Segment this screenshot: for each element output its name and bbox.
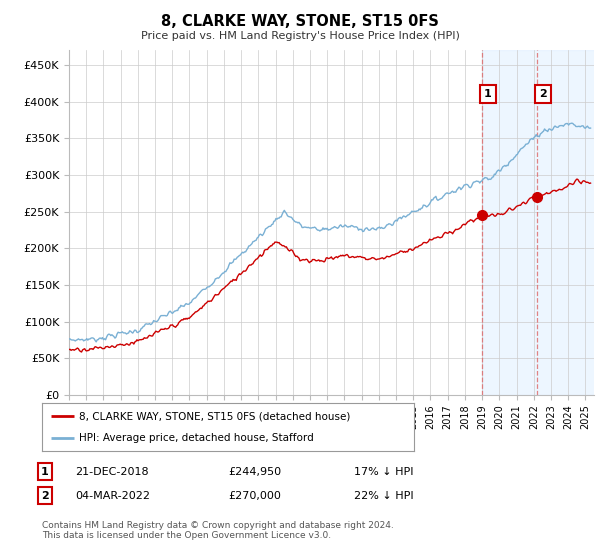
- Text: £244,950: £244,950: [228, 466, 281, 477]
- Text: 1: 1: [484, 90, 492, 99]
- Text: 21-DEC-2018: 21-DEC-2018: [75, 466, 149, 477]
- Text: HPI: Average price, detached house, Stafford: HPI: Average price, detached house, Staf…: [79, 433, 314, 443]
- Text: 22% ↓ HPI: 22% ↓ HPI: [354, 491, 413, 501]
- Text: £270,000: £270,000: [228, 491, 281, 501]
- Text: 17% ↓ HPI: 17% ↓ HPI: [354, 466, 413, 477]
- Text: Price paid vs. HM Land Registry's House Price Index (HPI): Price paid vs. HM Land Registry's House …: [140, 31, 460, 41]
- Text: 2: 2: [539, 90, 547, 99]
- Text: Contains HM Land Registry data © Crown copyright and database right 2024.
This d: Contains HM Land Registry data © Crown c…: [42, 521, 394, 540]
- Text: 1: 1: [41, 466, 49, 477]
- Text: 04-MAR-2022: 04-MAR-2022: [75, 491, 150, 501]
- Text: 8, CLARKE WAY, STONE, ST15 0FS (detached house): 8, CLARKE WAY, STONE, ST15 0FS (detached…: [79, 411, 350, 421]
- Bar: [482, 50, 600, 395]
- Text: 2: 2: [41, 491, 49, 501]
- Text: 8, CLARKE WAY, STONE, ST15 0FS: 8, CLARKE WAY, STONE, ST15 0FS: [161, 14, 439, 29]
